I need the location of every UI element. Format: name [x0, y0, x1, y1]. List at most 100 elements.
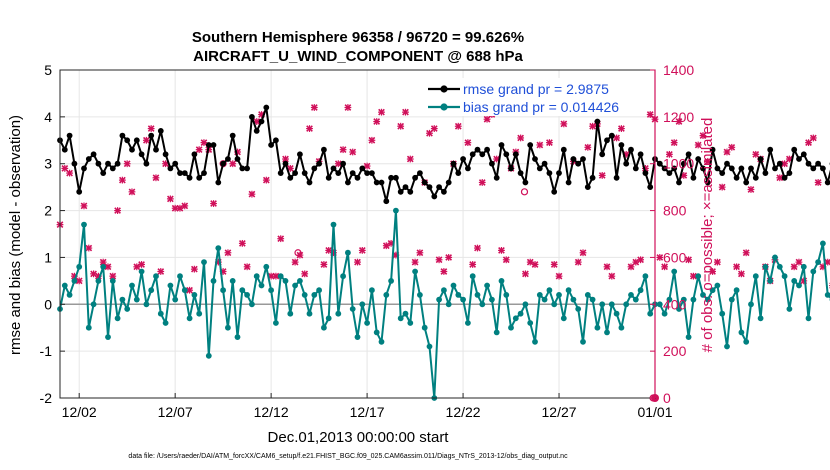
- bias-point: [321, 324, 327, 331]
- bias-point: [441, 287, 447, 294]
- bias-point: [109, 278, 116, 284]
- bias-point: [205, 352, 212, 359]
- obs-assimilated-point: [517, 134, 525, 142]
- rmse-point: [61, 146, 68, 153]
- chart-title: Southern Hemisphere 96358 / 96720 = 99.6…: [192, 29, 524, 46]
- obs-assimilated-point: [469, 261, 477, 268]
- rmse-point: [608, 132, 615, 139]
- bias-point: [239, 287, 246, 294]
- rmse-point: [805, 160, 812, 167]
- rmse-point: [229, 132, 236, 139]
- rmse-point: [354, 174, 361, 181]
- rmse-point: [556, 170, 562, 177]
- rmse-point: [512, 151, 519, 158]
- chart-subtitle: AIRCRAFT_U_WIND_COMPONENT @ 688 hPa: [193, 48, 523, 65]
- rmse-point: [249, 114, 255, 120]
- rmse-point: [820, 165, 826, 172]
- y-right-tick-label: 600: [663, 249, 687, 265]
- rmse-point: [551, 188, 558, 195]
- obs-assimilated-point: [718, 183, 726, 191]
- rmse-point: [493, 174, 500, 181]
- rmse-point: [181, 170, 188, 177]
- rmse-point: [177, 170, 183, 177]
- legend-bias-marker: [440, 103, 448, 111]
- rmse-point: [503, 151, 510, 158]
- obs-assimilated-point: [737, 270, 745, 278]
- rmse-point: [781, 174, 788, 181]
- obs-assimilated-point: [464, 139, 472, 147]
- bias-point: [402, 310, 409, 317]
- obs-assimilated-point: [277, 235, 285, 243]
- rmse-point: [412, 174, 418, 181]
- rmse-point: [340, 160, 346, 167]
- obs-assimilated-point: [454, 122, 462, 130]
- obs-assimilated-point: [670, 139, 678, 147]
- rmse-point: [714, 165, 721, 172]
- rmse-point: [541, 160, 548, 167]
- bias-point: [517, 310, 524, 317]
- rmse-point: [604, 137, 610, 144]
- rmse-point: [532, 156, 538, 162]
- rmse-point: [508, 165, 514, 172]
- bias-point: [484, 282, 490, 289]
- obs-assimilated-point: [416, 249, 424, 257]
- rmse-point: [719, 170, 726, 177]
- bias-point: [325, 315, 332, 322]
- rmse-point: [95, 160, 102, 167]
- rmse-point: [129, 146, 135, 153]
- rmse-point: [148, 132, 155, 139]
- rmse-point: [786, 170, 793, 177]
- y-right-tick-label: 1400: [663, 62, 694, 78]
- obs-assimilated-point: [598, 172, 606, 179]
- rmse-point: [301, 170, 308, 177]
- rmse-point: [772, 165, 778, 172]
- obs-assimilated-point: [689, 272, 697, 280]
- bias-point: [565, 287, 572, 294]
- bias-point: [306, 310, 313, 317]
- rmse-point: [618, 142, 625, 148]
- bias-point: [613, 310, 620, 317]
- obs-assimilated-point: [147, 125, 155, 132]
- rmse-point: [359, 165, 366, 172]
- rmse-point: [810, 165, 817, 172]
- bias-point: [599, 301, 606, 308]
- rmse-point: [632, 165, 639, 172]
- obs-assimilated-point: [809, 134, 817, 142]
- obs-assimilated-point: [531, 261, 539, 268]
- rmse-point: [522, 179, 529, 186]
- rmse-point: [114, 160, 121, 167]
- obs-assimilated-point: [685, 256, 692, 264]
- rmse-point: [421, 179, 428, 186]
- legend-box: [425, 78, 645, 116]
- rmse-point: [441, 188, 447, 195]
- bias-point: [575, 306, 582, 312]
- rmse-point: [647, 184, 654, 191]
- obs-assimilated-point: [224, 249, 232, 257]
- y-right-tick-label: 400: [663, 296, 687, 312]
- bias-point: [292, 282, 298, 289]
- bias-point: [138, 268, 145, 275]
- rmse-point: [580, 156, 586, 162]
- rmse-point: [133, 137, 140, 144]
- bias-point: [661, 310, 668, 317]
- bias-point: [815, 259, 821, 265]
- bias-point: [210, 278, 217, 284]
- rmse-point: [76, 188, 83, 195]
- obs-assimilated-point: [358, 247, 366, 254]
- bias-point: [373, 329, 380, 336]
- bias-point: [791, 278, 798, 284]
- bias-point: [124, 306, 131, 312]
- obs-assimilated-point: [694, 141, 702, 149]
- bias-point: [153, 273, 159, 280]
- bias-point: [724, 343, 730, 350]
- rmse-point: [594, 118, 601, 125]
- rmse-point: [426, 184, 433, 191]
- bias-point: [748, 301, 754, 308]
- bias-point: [728, 296, 735, 303]
- obs-assimilated-point: [66, 169, 73, 177]
- rmse-point: [397, 188, 404, 195]
- obs-assimilated-point: [498, 247, 505, 254]
- obs-assimilated-point: [85, 244, 93, 252]
- rmse-point: [724, 160, 730, 167]
- bias-point: [680, 296, 687, 303]
